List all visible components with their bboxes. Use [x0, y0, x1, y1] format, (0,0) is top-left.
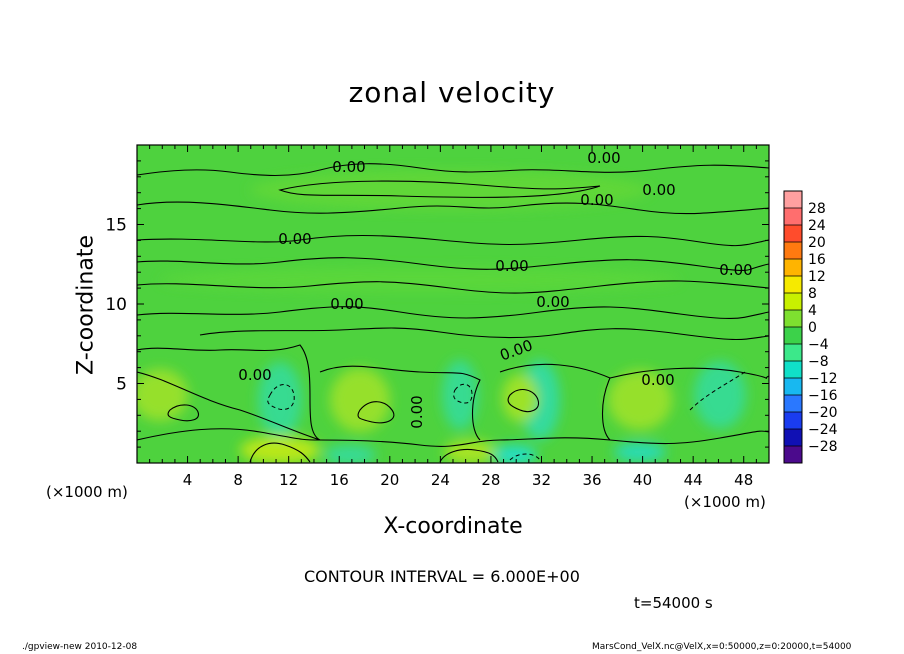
colorbar-label: −8	[808, 354, 829, 370]
colorbar-label: −4	[808, 337, 829, 353]
colorbar-label: −28	[808, 439, 838, 455]
colorbar-swatch	[784, 259, 802, 277]
x-tick-label: 20	[380, 471, 399, 489]
contour-label: 0.00	[495, 257, 528, 275]
contour-label: 0.00	[408, 395, 426, 428]
colorbar-label: 0	[808, 320, 817, 336]
contour-label: 0.00	[278, 230, 311, 248]
x-tick-label: 8	[233, 471, 243, 489]
colorbar-label: 24	[808, 218, 826, 234]
x-tick-label: 4	[183, 471, 193, 489]
y-axis: 5 10 15	[105, 160, 769, 448]
negative-contours	[267, 371, 746, 461]
contour-lines	[137, 163, 769, 463]
x-tick-label: 44	[684, 471, 703, 489]
x-tick-label: 36	[582, 471, 601, 489]
colorbar-label: −24	[808, 422, 838, 438]
footer-left: ./gpview-new 2010-12-08	[22, 642, 138, 652]
y-tick-label: 15	[105, 216, 127, 236]
contour-label: 0.00	[332, 158, 365, 176]
contour-label: 0.00	[641, 371, 674, 389]
contour-label: 0.00	[580, 191, 613, 209]
x-tick-label: 32	[532, 471, 551, 489]
colorbar-label: −12	[808, 371, 838, 387]
colorbar-label: 8	[808, 286, 817, 302]
contour-label: 0.00	[330, 295, 363, 313]
time-label: t=54000 s	[634, 594, 713, 612]
x-unit-label-left: (×1000 m)	[46, 483, 128, 501]
x-tick-label: 48	[734, 471, 753, 489]
colorbar-swatch	[784, 225, 802, 243]
contour-interval-text: CONTOUR INTERVAL = 6.000E+00	[304, 567, 580, 586]
colorbar-swatch	[784, 361, 802, 379]
chart-title: zonal velocity	[348, 76, 556, 109]
colorbar-swatch	[784, 429, 802, 447]
colorbar-swatch	[784, 276, 802, 294]
y-axis-label: Z-coordinate	[73, 235, 99, 375]
colorbar-label: 16	[808, 252, 826, 268]
contour-label: 0.00	[536, 293, 569, 311]
colorbar-swatch	[784, 310, 802, 328]
colorbar-swatch	[784, 327, 802, 345]
x-tick-label: 12	[279, 471, 298, 489]
x-tick-label: 40	[633, 471, 652, 489]
colorbar-swatch	[784, 242, 802, 260]
x-tick-label: 16	[330, 471, 349, 489]
colorbar-swatch	[784, 293, 802, 311]
contour-label: 0.00	[642, 181, 675, 199]
heatmap-field	[137, 145, 769, 463]
colorbar-label: 28	[808, 201, 826, 217]
contour-label: 0.00	[238, 366, 271, 384]
x-axis: 4 8 12 16 20 24 28 32 36 40 44 48	[149, 145, 757, 489]
contour-label: 0.00	[719, 261, 752, 279]
colorbar-label: 20	[808, 235, 826, 251]
x-tick-label: 28	[481, 471, 500, 489]
colorbar-swatch	[784, 395, 802, 413]
x-unit-label-right: (×1000 m)	[684, 493, 766, 511]
colorbar-swatch	[784, 446, 802, 464]
colorbar-label: −20	[808, 405, 838, 421]
colorbar-swatch	[784, 344, 802, 362]
contour-labels: 0.00 0.00 0.00 0.00 0.00 0.00 0.00 0.00 0.00 0.00…	[238, 149, 752, 429]
colorbar-label: −16	[808, 388, 838, 404]
colorbar-label: 12	[808, 269, 826, 285]
contour-label: 0.00	[587, 149, 620, 167]
colorbar-swatch	[784, 208, 802, 226]
x-tick-label: 24	[431, 471, 450, 489]
footer-right: MarsCond_VelX.nc@VelX,x=0:50000,z=0:2000…	[592, 642, 852, 652]
y-tick-label: 10	[105, 295, 127, 315]
colorbar-swatch	[784, 191, 802, 209]
colorbar-label: 4	[808, 303, 817, 319]
colorbar-swatch	[784, 412, 802, 430]
colorbar-swatch	[784, 378, 802, 396]
x-axis-label: X-coordinate	[383, 514, 523, 539]
y-tick-label: 5	[116, 375, 127, 395]
